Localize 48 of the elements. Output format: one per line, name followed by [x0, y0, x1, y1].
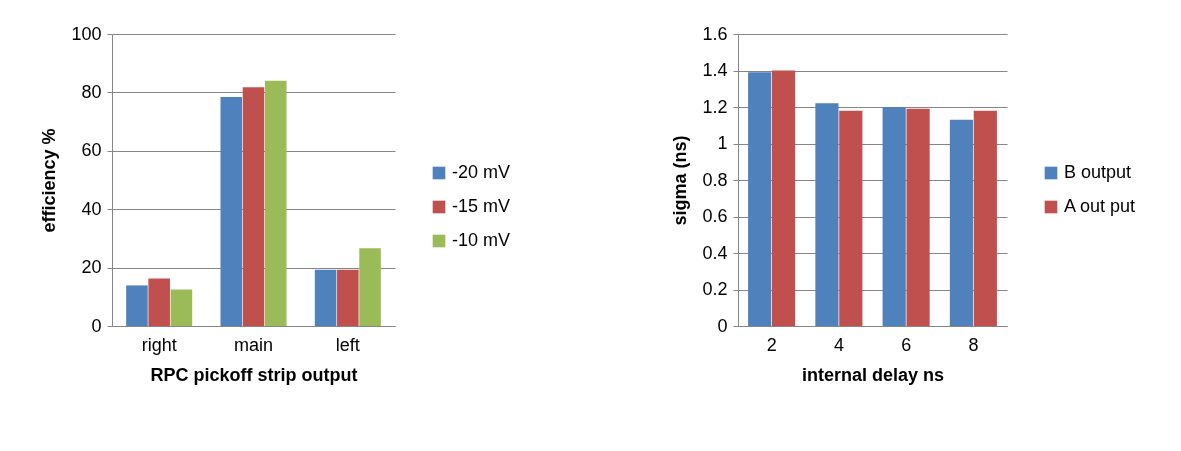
- y-tick-label: 1.2: [702, 96, 728, 117]
- x-tick-label: 2: [766, 334, 777, 355]
- bar: [314, 269, 337, 326]
- y-tick-label: 0: [91, 315, 102, 336]
- x-tick-label: 6: [901, 334, 912, 355]
- bar: [170, 289, 193, 326]
- y-tick-label: 40: [81, 198, 102, 219]
- x-tick-label: main: [233, 334, 274, 355]
- bar: [906, 108, 930, 326]
- x-axis-title: internal delay ns: [801, 364, 945, 385]
- bar: [337, 269, 359, 326]
- bar: [359, 248, 381, 326]
- bar: [771, 70, 796, 326]
- bar: [949, 119, 974, 326]
- y-axis-title: sigma (ns): [670, 135, 691, 226]
- legend-label: -10 mV: [452, 230, 511, 250]
- bar: [839, 110, 863, 326]
- y-tick-label: 80: [81, 81, 102, 102]
- x-tick-label: 8: [968, 334, 979, 355]
- x-tick-label: right: [141, 334, 177, 355]
- bar: [126, 285, 148, 326]
- x-tick-label: 4: [833, 334, 844, 355]
- y-tick-label: 100: [71, 23, 102, 44]
- y-tick-label: 0.8: [702, 169, 728, 190]
- y-tick-label: 0.6: [702, 206, 728, 226]
- x-axis-title: RPC pickoff strip output: [150, 364, 358, 385]
- legend-label: A out put: [1064, 196, 1136, 216]
- y-tick-label: 20: [81, 257, 102, 278]
- y-tick-label: 60: [81, 140, 102, 161]
- y-tick-label: 0: [717, 315, 728, 336]
- bar: [973, 110, 997, 326]
- bar: [242, 87, 265, 326]
- bar: [220, 97, 243, 326]
- bar: [264, 80, 287, 326]
- y-tick-label: 1: [717, 133, 728, 153]
- legend-label: -15 mV: [452, 196, 511, 216]
- legend-label: -20 mV: [452, 162, 511, 182]
- bar: [815, 103, 839, 326]
- legend-label: B output: [1064, 162, 1132, 182]
- bar: [148, 278, 170, 326]
- bar: [748, 72, 772, 326]
- x-tick-label: left: [335, 334, 360, 355]
- y-tick-label: 1.6: [702, 23, 728, 44]
- y-tick-label: 1.4: [702, 60, 728, 80]
- y-tick-label: 0.4: [702, 242, 728, 263]
- y-tick-label: 0.2: [702, 279, 728, 299]
- bar: [882, 107, 906, 326]
- y-axis-title: efficiency %: [39, 128, 60, 233]
